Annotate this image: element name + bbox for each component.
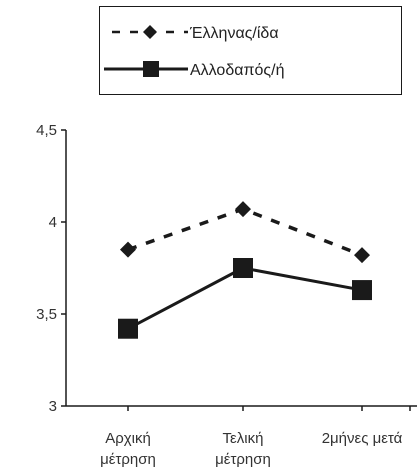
series-line-0 [127, 207, 363, 257]
x-tick-label: μέτρηση [100, 451, 156, 468]
data-point-diamond [120, 241, 136, 258]
legend-label: Έλληνας/ίδα [189, 25, 279, 42]
data-point-square [352, 280, 372, 301]
x-tick-label: 2μήνες μετά [322, 430, 403, 447]
x-tick-label: Τελική [223, 430, 264, 447]
legend [99, 6, 402, 95]
legend-marker-diamond [143, 25, 157, 39]
y-tick-label: 4,5 [36, 122, 57, 139]
x-tick-label: Αρχική [105, 430, 151, 447]
data-point-square [118, 318, 138, 339]
data-point-diamond [354, 247, 370, 264]
legend-label: Αλλοδαπός/ή [190, 62, 284, 79]
y-tick-label: 3 [49, 398, 57, 415]
legend-marker-square [143, 61, 159, 77]
y-tick-label: 4 [49, 214, 57, 231]
x-tick-label: μέτρηση [215, 451, 271, 468]
y-tick-label: 3,5 [36, 306, 57, 323]
data-point-square [233, 258, 253, 278]
data-point-diamond [235, 201, 251, 218]
